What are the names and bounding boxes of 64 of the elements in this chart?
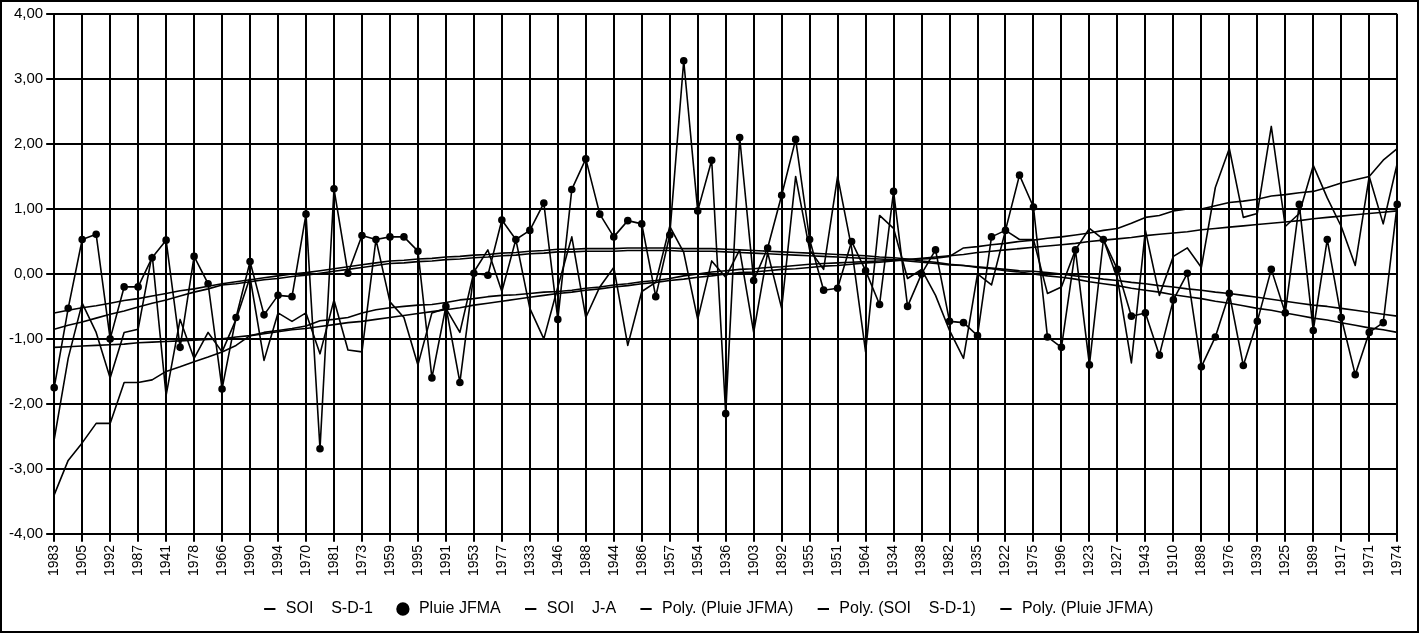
legend-label: SOI J-A xyxy=(546,599,617,617)
x-tick-label: 1991 xyxy=(436,544,453,577)
y-tick-label: -4,00 xyxy=(8,524,44,541)
x-tick-label: 1898 xyxy=(1192,544,1209,577)
x-tick-label: 1943 xyxy=(1136,544,1153,577)
x-tick-label: 1970 xyxy=(296,544,313,577)
x-tick-label: 1927 xyxy=(1108,544,1125,577)
x-tick-label: 1986 xyxy=(632,544,649,577)
x-tick-label: 1978 xyxy=(184,544,201,577)
x-tick-label: 1957 xyxy=(660,544,677,577)
x-tick-label: 1977 xyxy=(492,544,509,577)
x-tick-label: 1990 xyxy=(240,544,257,577)
x-tick-label: 1974 xyxy=(1388,544,1405,577)
x-tick-label: 1994 xyxy=(268,544,285,577)
x-tick-label: 1992 xyxy=(101,544,118,577)
x-tick-label: 1964 xyxy=(856,544,873,577)
x-tick-label: 1910 xyxy=(1164,544,1181,577)
x-tick-label: 1933 xyxy=(520,544,537,577)
x-tick-label: 1951 xyxy=(828,544,845,577)
x-tick-label: 1995 xyxy=(408,544,425,577)
x-tick-label: 1934 xyxy=(884,544,901,577)
y-tick-label: 3,00 xyxy=(13,69,44,87)
x-tick-label: 1987 xyxy=(128,544,145,577)
x-tick-label: 1996 xyxy=(1052,544,1069,577)
x-tick-label: 1941 xyxy=(156,544,173,577)
x-tick-label: 1953 xyxy=(464,544,481,577)
y-tick-label: 2,00 xyxy=(13,134,44,152)
x-tick-label: 1939 xyxy=(1248,544,1265,577)
y-tick-label: 1,00 xyxy=(13,199,44,217)
x-tick-label: 1903 xyxy=(744,544,761,577)
y-tick-label: -2,00 xyxy=(8,394,44,412)
x-tick-label: 1975 xyxy=(1024,544,1041,577)
x-tick-label: 1892 xyxy=(772,544,789,577)
x-tick-label: 1917 xyxy=(1332,544,1349,577)
x-tick-label: 1983 xyxy=(45,544,62,577)
x-tick-label: 1982 xyxy=(940,544,957,577)
x-tick-label: 1944 xyxy=(604,544,621,577)
x-tick-label: 1971 xyxy=(1360,544,1377,577)
x-tick-label: 1925 xyxy=(1276,544,1293,577)
legend-label: SOI S-D-1 xyxy=(285,599,374,617)
x-tick-label: 1923 xyxy=(1080,544,1097,577)
x-tick-label: 1935 xyxy=(968,544,985,577)
x-tick-label: 1973 xyxy=(352,544,369,577)
y-tick-label: 0,00 xyxy=(13,264,44,282)
x-tick-label: 1922 xyxy=(996,544,1013,577)
x-tick-label: 1955 xyxy=(800,544,817,577)
x-tick-label: 1936 xyxy=(716,544,733,577)
x-tick-label: 1946 xyxy=(548,544,565,577)
y-tick-label: -1,00 xyxy=(8,329,44,347)
legend-label: Pluie JFMA xyxy=(418,599,502,617)
legend-label: Poly. (Pluie JFMA) xyxy=(662,599,794,617)
x-tick-label: 1981 xyxy=(324,544,341,577)
x-tick-label: 1959 xyxy=(380,544,397,577)
x-tick-label: 1988 xyxy=(576,544,593,577)
x-tick-label: 1905 xyxy=(73,544,90,577)
legend-label: Poly. (Pluie JFMA) xyxy=(1021,599,1154,617)
y-tick-label: 4,00 xyxy=(13,4,44,22)
legend-label: Poly. (SOI S-D-1) xyxy=(839,599,976,617)
x-tick-label: 1976 xyxy=(1220,544,1237,577)
x-tick-label: 1966 xyxy=(212,544,229,577)
y-tick-label: -3,00 xyxy=(8,459,44,477)
x-tick-label: 1954 xyxy=(688,544,705,577)
x-tick-label: 1938 xyxy=(912,544,929,577)
x-tick-label: 1989 xyxy=(1304,544,1321,577)
